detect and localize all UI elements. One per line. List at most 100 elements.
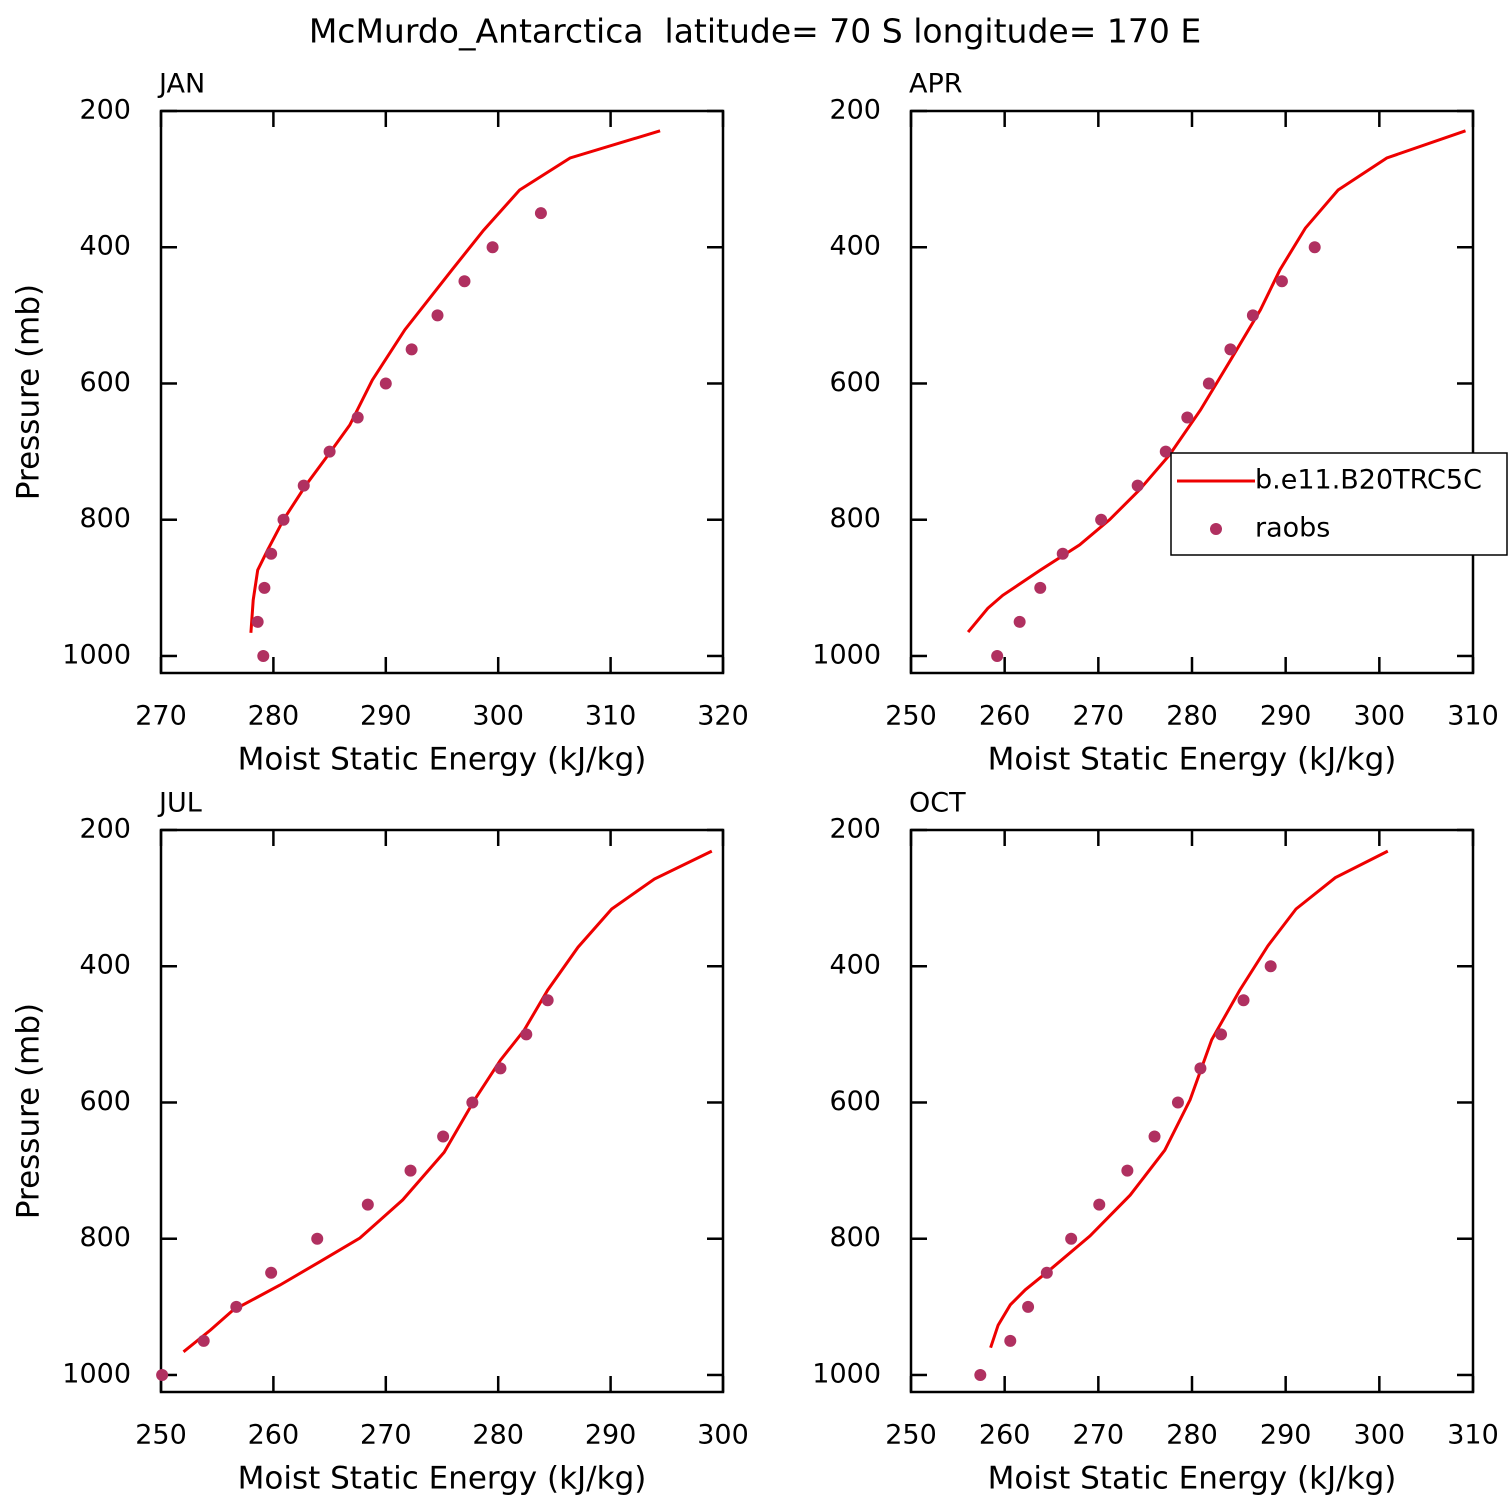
obs-point	[1013, 615, 1026, 628]
obs-point	[197, 1334, 210, 1347]
obs-point	[251, 615, 264, 628]
y-tick-label: 1000	[62, 1358, 131, 1389]
x-tick-label: 270	[1073, 701, 1125, 732]
y-tick-label: 200	[79, 95, 131, 126]
obs-point	[1194, 1062, 1207, 1075]
obs-point	[265, 547, 278, 560]
obs-point	[1095, 513, 1108, 526]
y-tick-label: 400	[79, 231, 131, 262]
obs-point	[1181, 411, 1194, 424]
y-axis-label: Pressure (mb)	[11, 284, 47, 500]
x-tick-label: 250	[135, 1420, 187, 1451]
legend-box	[1170, 452, 1508, 556]
panel-title: JAN	[157, 69, 205, 100]
obs-point	[1148, 1130, 1161, 1143]
obs-point	[1202, 377, 1215, 390]
x-tick-label: 290	[1260, 701, 1312, 732]
y-tick-label: 1000	[812, 639, 881, 670]
obs-point	[323, 445, 336, 458]
obs-point	[1237, 994, 1250, 1007]
obs-point	[1246, 309, 1259, 322]
x-tick-label: 290	[360, 701, 412, 732]
legend-marker	[1210, 523, 1222, 535]
obs-point	[1224, 343, 1237, 356]
obs-point	[991, 649, 1004, 662]
x-tick-label: 300	[472, 701, 524, 732]
figure-title: McMurdo_Antarctica latitude= 70 S longit…	[309, 12, 1201, 51]
legend-label: b.e11.B20TRC5C	[1255, 465, 1482, 496]
y-tick-label: 1000	[62, 639, 131, 670]
y-tick-label: 400	[829, 231, 881, 262]
obs-point	[1121, 1164, 1134, 1177]
x-tick-label: 320	[697, 701, 749, 732]
y-tick-label: 600	[829, 1086, 881, 1117]
obs-point	[258, 581, 271, 594]
x-tick-label: 300	[1354, 1420, 1406, 1451]
plot-frame	[909, 109, 1475, 675]
y-tick-label: 800	[829, 1222, 881, 1253]
obs-point	[156, 1368, 169, 1381]
obs-point	[431, 309, 444, 322]
x-tick-label: 290	[585, 1420, 637, 1451]
x-tick-label: 260	[248, 1420, 300, 1451]
obs-point	[351, 411, 364, 424]
obs-point	[1215, 1028, 1228, 1041]
obs-point	[541, 994, 554, 1007]
x-tick-label: 250	[885, 1420, 937, 1451]
obs-point	[1004, 1334, 1017, 1347]
x-axis-label: Moist Static Energy (kJ/kg)	[988, 742, 1397, 778]
obs-point	[974, 1368, 987, 1381]
obs-point	[1275, 275, 1288, 288]
obs-point	[437, 1130, 450, 1143]
x-tick-label: 280	[1166, 701, 1218, 732]
obs-point	[458, 275, 471, 288]
obs-point	[1308, 241, 1321, 254]
obs-point	[1065, 1232, 1078, 1245]
x-tick-label: 280	[248, 701, 300, 732]
plot-frame	[159, 109, 725, 675]
panel: JAN Moist Static Energy (kJ/kg) Pressure (…	[11, 69, 749, 778]
obs-point	[1264, 960, 1277, 973]
obs-point	[297, 479, 310, 492]
y-tick-label: 1000	[812, 1358, 881, 1389]
y-tick-label: 400	[829, 950, 881, 981]
x-tick-label: 260	[979, 701, 1031, 732]
y-tick-label: 600	[829, 367, 881, 398]
obs-point	[257, 649, 270, 662]
x-tick-label: 270	[360, 1420, 412, 1451]
x-axis-label: Moist Static Energy (kJ/kg)	[988, 1461, 1397, 1497]
obs-point	[1093, 1198, 1106, 1211]
obs-point	[1034, 581, 1047, 594]
x-tick-label: 280	[1166, 1420, 1218, 1451]
obs-point	[361, 1198, 374, 1211]
x-tick-label: 250	[885, 701, 937, 732]
legend: b.e11.B20TRC5C raobs	[1170, 452, 1508, 556]
y-tick-label: 400	[79, 950, 131, 981]
x-tick-label: 310	[1447, 1420, 1499, 1451]
obs-point	[466, 1096, 479, 1109]
y-tick-label: 200	[829, 814, 881, 845]
obs-point	[404, 1164, 417, 1177]
profile-line	[966, 129, 1466, 634]
x-tick-label: 270	[1073, 1420, 1125, 1451]
y-tick-label: 200	[79, 814, 131, 845]
y-tick-label: 800	[79, 503, 131, 534]
plot-frame	[159, 828, 725, 1394]
obs-point	[534, 207, 547, 220]
obs-point	[520, 1028, 533, 1041]
legend-label: raobs	[1255, 513, 1330, 544]
obs-point	[311, 1232, 324, 1245]
obs-point	[1131, 479, 1144, 492]
y-tick-label: 200	[829, 95, 881, 126]
x-tick-label: 300	[697, 1420, 749, 1451]
panel: OCT Moist Static Energy (kJ/kg) 250 260 270 2…	[812, 788, 1498, 1497]
obs-point	[277, 513, 290, 526]
profile-line	[249, 129, 661, 633]
panel-title: APR	[909, 69, 963, 100]
panel: APR Moist Static Energy (kJ/kg) 250 260 270 2…	[812, 69, 1508, 778]
y-tick-label: 800	[829, 503, 881, 534]
panel-title: JUL	[157, 788, 202, 819]
obs-point	[1056, 547, 1069, 560]
y-axis-label: Pressure (mb)	[11, 1003, 47, 1219]
